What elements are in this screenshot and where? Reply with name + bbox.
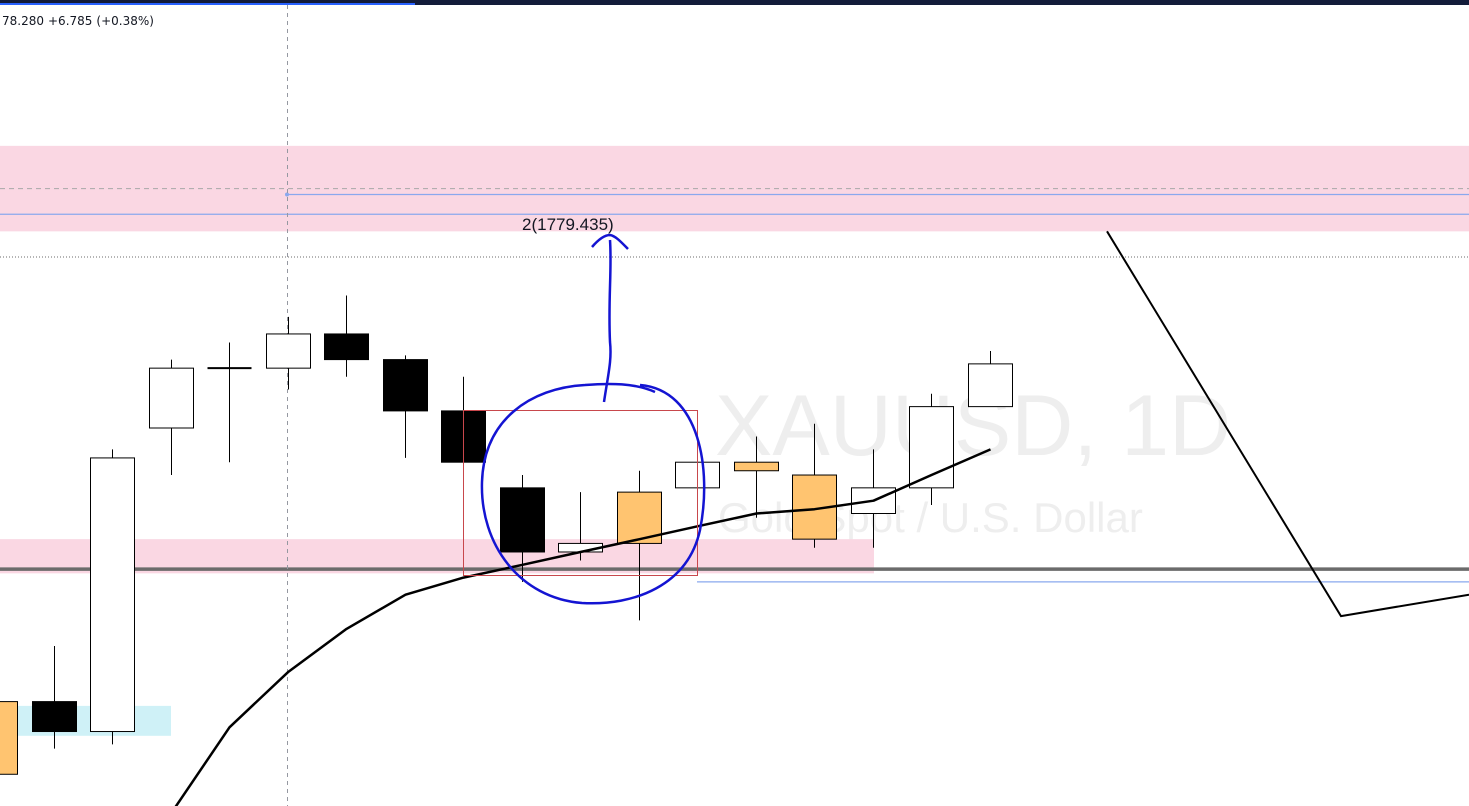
candle-body bbox=[968, 363, 1013, 408]
candle-body bbox=[324, 333, 369, 361]
price-readout: 78.280 +6.785 (+0.38%) bbox=[2, 14, 158, 28]
candle[interactable] bbox=[207, 342, 252, 463]
candle[interactable] bbox=[500, 475, 545, 582]
price-change-percent: (+0.38%) bbox=[96, 14, 154, 28]
hand-drawn-circle[interactable] bbox=[480, 382, 706, 605]
candle-body bbox=[266, 333, 311, 369]
top-bar bbox=[0, 0, 1469, 5]
candle[interactable] bbox=[32, 646, 77, 749]
price-change: +6.785 bbox=[48, 14, 93, 28]
candle[interactable] bbox=[324, 295, 369, 377]
candle[interactable] bbox=[90, 449, 135, 745]
candle-body bbox=[383, 359, 428, 412]
candle[interactable] bbox=[851, 449, 896, 548]
candle-body bbox=[734, 461, 779, 472]
moving-average-layer bbox=[172, 448, 991, 806]
candle-body bbox=[149, 367, 194, 429]
ray-anchor[interactable] bbox=[285, 192, 289, 197]
candle[interactable] bbox=[558, 492, 603, 561]
price-annotation: 2(1779.435) bbox=[522, 215, 614, 234]
candle-body bbox=[0, 701, 18, 775]
levels-layer bbox=[0, 188, 1469, 583]
moving-average-line[interactable] bbox=[172, 448, 991, 806]
candle[interactable] bbox=[968, 351, 1013, 408]
candle-body bbox=[90, 457, 135, 733]
watermark-description: Gold Spot / U.S. Dollar bbox=[718, 494, 1143, 541]
price-fragment: 78.280 bbox=[2, 14, 44, 28]
zone-low bbox=[0, 705, 171, 736]
candle-body bbox=[32, 701, 77, 733]
hand-drawn-arrow[interactable] bbox=[602, 239, 612, 403]
candle[interactable] bbox=[266, 316, 311, 390]
candles-layer bbox=[0, 295, 1013, 792]
candle[interactable] bbox=[149, 359, 194, 476]
arrow-head bbox=[591, 233, 629, 250]
candle-body bbox=[500, 487, 545, 553]
zigzag-line[interactable] bbox=[1106, 230, 1469, 618]
consolidation-box[interactable] bbox=[463, 410, 698, 576]
candle[interactable] bbox=[734, 436, 779, 518]
top-bar-accent bbox=[0, 3, 415, 5]
candle[interactable] bbox=[909, 393, 954, 505]
candle[interactable] bbox=[383, 355, 428, 458]
zigzag-layer bbox=[1106, 230, 1469, 618]
candle[interactable] bbox=[0, 701, 18, 792]
